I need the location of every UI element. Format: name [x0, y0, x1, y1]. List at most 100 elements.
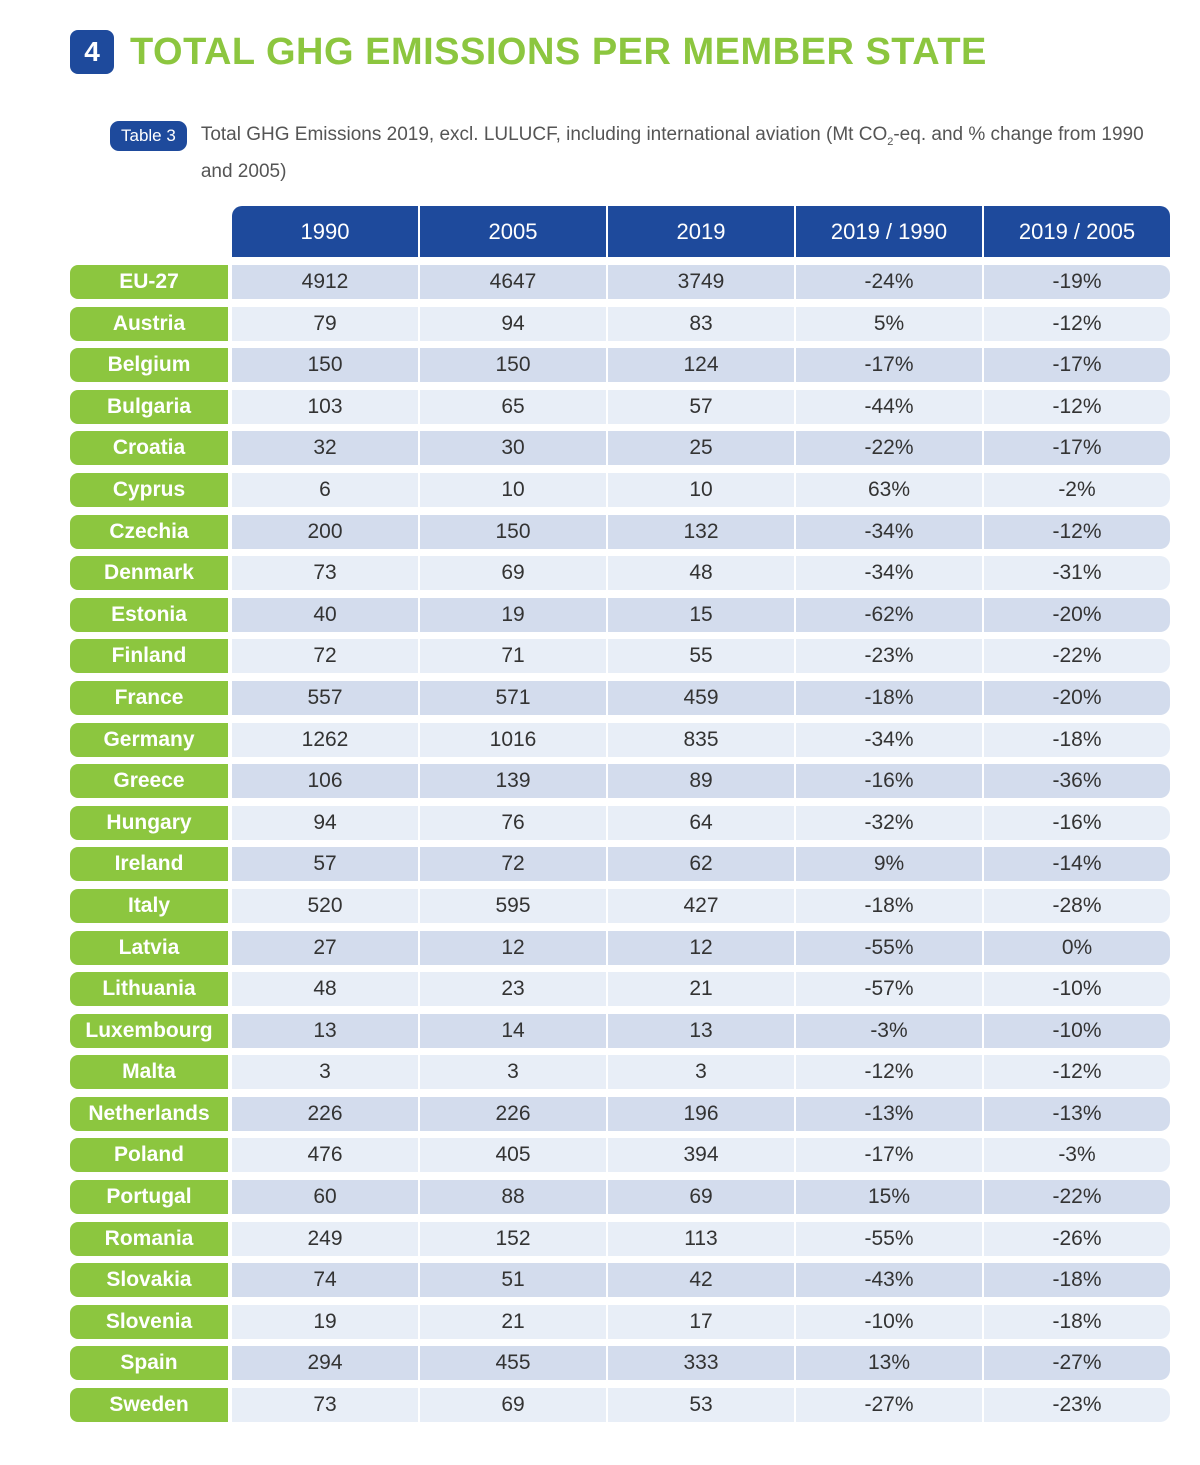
row-values: 103 65 57 -44% -12% [232, 389, 1170, 424]
table-cell: 200 [232, 514, 418, 549]
table-cell: -62% [796, 597, 982, 632]
table-cell: 132 [608, 514, 794, 549]
table-cell: 23 [420, 972, 606, 1007]
table-cell: 30 [420, 431, 606, 466]
table-cell: -12% [796, 1055, 982, 1090]
section-header: 4 TOTAL GHG EMISSIONS PER MEMBER STATE [70, 30, 987, 74]
table-cell: -20% [984, 597, 1170, 632]
table-cell: 48 [232, 972, 418, 1007]
table-row: Czechia 200 150 132 -34% -12% [70, 514, 1170, 549]
table-cell: -27% [984, 1346, 1170, 1381]
table-cell: -23% [984, 1388, 1170, 1423]
table-cell: 74 [232, 1263, 418, 1298]
table-row: Estonia 40 19 15 -62% -20% [70, 597, 1170, 632]
table-cell: 48 [608, 556, 794, 591]
table-row: Austria 79 94 83 5% -12% [70, 306, 1170, 341]
table-cell: 139 [420, 764, 606, 799]
table-cell: -28% [984, 888, 1170, 923]
row-values: 557 571 459 -18% -20% [232, 680, 1170, 715]
table-cell: -24% [796, 265, 982, 299]
table-number-badge: Table 3 [110, 121, 187, 151]
table-row: Romania 249 152 113 -55% -26% [70, 1221, 1170, 1256]
table-cell: 4912 [232, 265, 418, 299]
table-cell: 9% [796, 847, 982, 882]
table-cell: 455 [420, 1346, 606, 1381]
table-row: Spain 294 455 333 13% -27% [70, 1346, 1170, 1381]
table-cell: 15% [796, 1180, 982, 1215]
row-values: 4912 4647 3749 -24% -19% [232, 265, 1170, 299]
table-cell: -18% [984, 722, 1170, 757]
table-cell: 226 [420, 1096, 606, 1131]
table-cell: -22% [796, 431, 982, 466]
table-cell: 94 [420, 306, 606, 341]
row-values: 226 226 196 -13% -13% [232, 1096, 1170, 1131]
column-header: 2019 / 2005 [984, 206, 1170, 257]
table-cell: 19 [232, 1304, 418, 1339]
table-row: Netherlands 226 226 196 -13% -13% [70, 1096, 1170, 1131]
table-cell: 0% [984, 930, 1170, 965]
row-values: 60 88 69 15% -22% [232, 1180, 1170, 1215]
table-cell: 19 [420, 597, 606, 632]
table-cell: -22% [984, 1180, 1170, 1215]
table-cell: -18% [796, 680, 982, 715]
table-row: France 557 571 459 -18% -20% [70, 680, 1170, 715]
table-row: Portugal 60 88 69 15% -22% [70, 1180, 1170, 1215]
table-row: Cyprus 6 10 10 63% -2% [70, 472, 1170, 507]
row-values: 294 455 333 13% -27% [232, 1346, 1170, 1381]
section-title: TOTAL GHG EMISSIONS PER MEMBER STATE [130, 30, 987, 73]
table-cell: -3% [984, 1138, 1170, 1173]
table-cell: 12 [420, 930, 606, 965]
table-row: Sweden 73 69 53 -27% -23% [70, 1388, 1170, 1423]
emissions-table: 1990 2005 2019 2019 / 1990 2019 / 2005 E… [70, 206, 1170, 1430]
table-cell: -10% [984, 972, 1170, 1007]
table-cell: -32% [796, 805, 982, 840]
row-values: 520 595 427 -18% -28% [232, 888, 1170, 923]
table-cell: 12 [608, 930, 794, 965]
table-cell: -12% [984, 514, 1170, 549]
table-cell: 124 [608, 348, 794, 383]
table-row: Hungary 94 76 64 -32% -16% [70, 805, 1170, 840]
table-cell: 25 [608, 431, 794, 466]
country-label: Slovenia [70, 1304, 228, 1339]
table-cell: -34% [796, 722, 982, 757]
table-cell: -55% [796, 1221, 982, 1256]
table-row: Croatia 32 30 25 -22% -17% [70, 431, 1170, 466]
table-header-row: 1990 2005 2019 2019 / 1990 2019 / 2005 [232, 206, 1170, 257]
table-cell: 1016 [420, 722, 606, 757]
row-values: 13 14 13 -3% -10% [232, 1013, 1170, 1048]
table-cell: 72 [420, 847, 606, 882]
row-values: 19 21 17 -10% -18% [232, 1304, 1170, 1339]
table-cell: -17% [984, 348, 1170, 383]
table-cell: 427 [608, 888, 794, 923]
table-cell: 196 [608, 1096, 794, 1131]
country-label: Germany [70, 722, 228, 757]
table-cell: -17% [796, 348, 982, 383]
caption-text-before: Total GHG Emissions 2019, excl. LULUCF, … [200, 124, 888, 145]
table-cell: 152 [420, 1221, 606, 1256]
table-cell: 21 [420, 1304, 606, 1339]
table-cell: -22% [984, 639, 1170, 674]
table-cell: 13% [796, 1346, 982, 1381]
table-caption: Table 3 Total GHG Emissions 2019, excl. … [110, 120, 1150, 186]
country-label: Greece [70, 764, 228, 799]
row-values: 94 76 64 -32% -16% [232, 805, 1170, 840]
table-row: Slovenia 19 21 17 -10% -18% [70, 1304, 1170, 1339]
country-label: Ireland [70, 847, 228, 882]
table-cell: 14 [420, 1013, 606, 1048]
table-cell: 73 [232, 556, 418, 591]
table-cell: 65 [420, 389, 606, 424]
row-values: 106 139 89 -16% -36% [232, 764, 1170, 799]
row-values: 249 152 113 -55% -26% [232, 1221, 1170, 1256]
table-cell: -34% [796, 514, 982, 549]
table-cell: 3 [232, 1055, 418, 1090]
table-cell: 249 [232, 1221, 418, 1256]
row-values: 79 94 83 5% -12% [232, 306, 1170, 341]
table-cell: 835 [608, 722, 794, 757]
country-label: Croatia [70, 431, 228, 466]
row-values: 57 72 62 9% -14% [232, 847, 1170, 882]
table-cell: 294 [232, 1346, 418, 1381]
table-cell: 150 [232, 348, 418, 383]
table-body: EU-27 4912 4647 3749 -24% -19% Austria 79 94 83 5%… [70, 265, 1170, 1423]
table-row: Latvia 27 12 12 -55% 0% [70, 930, 1170, 965]
table-cell: 69 [608, 1180, 794, 1215]
